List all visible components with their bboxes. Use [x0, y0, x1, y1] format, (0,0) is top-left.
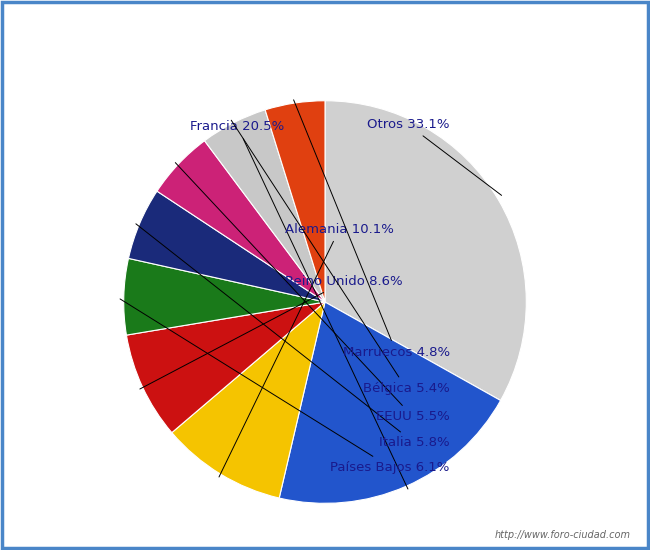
Wedge shape: [129, 191, 325, 302]
Wedge shape: [124, 258, 325, 335]
Text: Francia 20.5%: Francia 20.5%: [190, 120, 408, 489]
Text: Sant Vicenç dels Horts - Turistas extranjeros según país - Agosto de 2024: Sant Vicenç dels Horts - Turistas extran…: [49, 17, 601, 30]
Text: Bélgica 5.4%: Bélgica 5.4%: [231, 120, 450, 395]
Text: EEUU 5.5%: EEUU 5.5%: [176, 163, 450, 424]
Wedge shape: [127, 302, 325, 433]
Wedge shape: [265, 101, 325, 302]
Text: http://www.foro-ciudad.com: http://www.foro-ciudad.com: [495, 530, 630, 540]
Wedge shape: [325, 101, 526, 400]
Wedge shape: [205, 110, 325, 302]
Text: Marruecos 4.8%: Marruecos 4.8%: [294, 100, 450, 359]
Text: Italia 5.8%: Italia 5.8%: [136, 224, 450, 449]
Wedge shape: [280, 302, 500, 503]
Text: Alemania 10.1%: Alemania 10.1%: [219, 223, 394, 477]
Text: Reino Unido 8.6%: Reino Unido 8.6%: [140, 276, 402, 389]
Text: Otros 33.1%: Otros 33.1%: [367, 118, 502, 195]
Wedge shape: [172, 302, 325, 498]
Text: Países Bajos 6.1%: Países Bajos 6.1%: [120, 299, 450, 474]
Wedge shape: [157, 141, 325, 302]
